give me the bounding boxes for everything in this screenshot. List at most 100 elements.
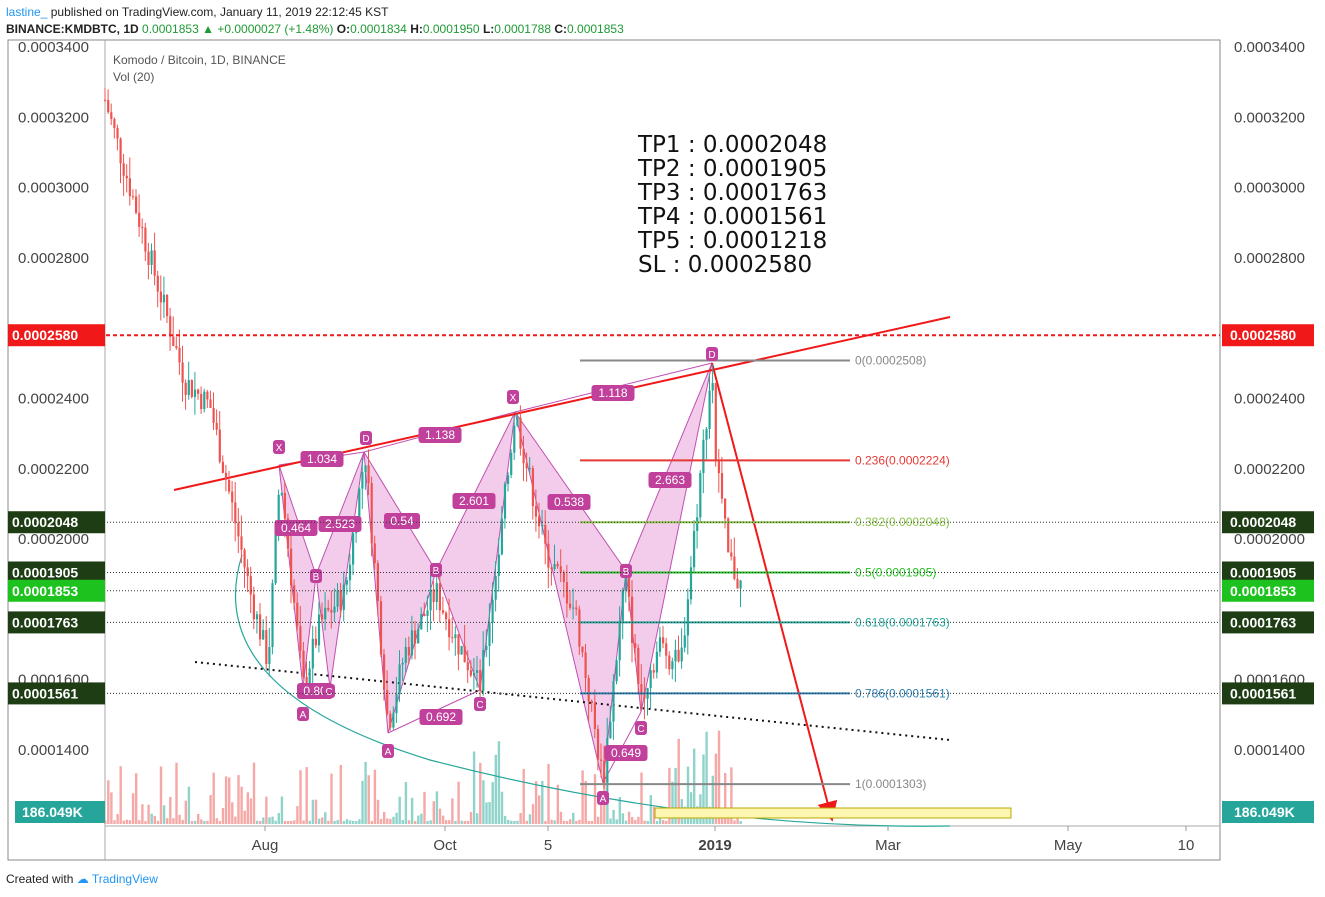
candle-body: [218, 429, 221, 462]
volume-bar: [612, 809, 615, 824]
publish-date: published on TradingView.com, January 11…: [50, 5, 389, 19]
candle-body: [395, 694, 398, 714]
volume-bar: [497, 741, 501, 824]
candle-body: [705, 429, 708, 440]
tradingview-brand[interactable]: TradingView: [91, 872, 158, 886]
candle-body: [389, 713, 392, 728]
candle-body: [398, 664, 401, 695]
price-tag-left: [8, 579, 105, 602]
candle-body: [572, 607, 575, 609]
volume-bar: [314, 799, 318, 824]
support-trendline: [194, 661, 951, 741]
y-tick-label-right: 0.0001400: [1234, 742, 1305, 759]
candle-body: [401, 662, 404, 665]
volume-bar: [565, 821, 569, 824]
candle-body: [665, 643, 668, 656]
volume-bar: [221, 808, 225, 824]
volume-bar: [305, 767, 308, 824]
candle-body: [321, 614, 324, 620]
volume-bar: [677, 738, 680, 824]
targets-note: TP1 : 0.0002048 TP2 : 0.0001905 TP3 : 0.…: [637, 132, 827, 278]
volume-bar: [730, 767, 733, 824]
volume-bar: [144, 820, 147, 824]
candle-body: [693, 530, 696, 568]
volume-bar: [541, 780, 544, 824]
ratio-label: 0.54: [390, 514, 414, 528]
candle-body: [435, 583, 438, 603]
candle-body: [730, 552, 733, 557]
volume-bar: [206, 820, 209, 824]
candle-body: [457, 634, 460, 655]
candle-body: [460, 645, 463, 655]
volume-bar: [423, 791, 426, 824]
volume-bar: [125, 819, 129, 824]
close-label: C:: [554, 22, 568, 36]
volume-bar: [280, 796, 284, 824]
candle-body: [352, 533, 355, 565]
candle-body: [720, 473, 724, 499]
candle-body: [159, 291, 162, 303]
candle-body: [451, 637, 454, 639]
price-tag-left-label: 0.0001561: [12, 685, 78, 701]
price-tag-right-label: 0.0001853: [1230, 583, 1296, 599]
volume-bar: [370, 820, 373, 824]
candle-body: [228, 479, 231, 492]
volume-bar: [590, 820, 594, 824]
volume-bar: [445, 820, 448, 824]
candle-body: [379, 601, 383, 655]
candle-body: [531, 468, 534, 507]
price-tag-left-label: 0.0001905: [12, 564, 78, 580]
volume-bar: [246, 792, 249, 824]
volume-bar: [107, 780, 110, 824]
volume-bar: [271, 816, 274, 824]
candle-body: [500, 518, 503, 555]
volume-bar: [259, 820, 262, 824]
point-label: C: [476, 700, 483, 711]
pattern-labels: 1.034 1.138 1.118 0.464 2.523 0.54 2.601 0.538 2…: [273, 347, 718, 805]
fib-level-label: 0(0.0002508): [855, 354, 926, 368]
point-label: B: [433, 566, 440, 577]
candle-body: [683, 635, 686, 648]
volume-bar: [268, 817, 271, 824]
volume-bar: [333, 820, 336, 824]
volume-bar: [596, 816, 600, 824]
price-tag-left: [8, 561, 105, 584]
trend-lines: [173, 316, 1012, 827]
volume-bar: [714, 753, 718, 824]
volume-bar: [637, 816, 640, 824]
candle-body: [221, 461, 224, 473]
candle-body: [426, 610, 429, 616]
volume-bar: [600, 801, 603, 824]
price-tag-right: [1222, 682, 1314, 705]
candle-body: [410, 630, 414, 656]
volume-bar: [240, 786, 243, 824]
volume-tag-left-label: 186.049K: [22, 804, 83, 820]
ratio-label: 0.80: [303, 684, 327, 698]
candle-body: [525, 463, 528, 469]
candle-body: [144, 227, 147, 252]
candle-body: [565, 582, 569, 604]
candle-body: [538, 516, 541, 527]
target-tp2: TP2 : 0.0001905: [637, 156, 827, 182]
y-tick-label-right: 0.0003200: [1234, 109, 1305, 126]
volume-bar: [324, 812, 327, 824]
candle-body: [116, 127, 119, 139]
symbol-label: BINANCE:KMDBTC, 1D: [6, 22, 139, 36]
volume-bar: [212, 772, 215, 824]
candle-body: [274, 532, 277, 584]
volume-bar: [215, 818, 218, 824]
ratio-label: 1.034: [307, 452, 337, 466]
volume-bar: [466, 820, 470, 824]
candle-body: [593, 702, 596, 729]
candle-body: [680, 647, 683, 662]
candle-body: [497, 554, 500, 576]
open-label: O:: [336, 22, 351, 36]
author-name[interactable]: lastine_: [6, 5, 48, 19]
y-tick-label-right: 0.0002000: [1234, 531, 1305, 548]
volume-bar: [705, 731, 708, 824]
volume-bar: [293, 820, 296, 824]
point-badge: [507, 390, 519, 404]
volume-bar: [330, 773, 333, 824]
tradingview-logo-icon[interactable]: ☁: [76, 872, 89, 886]
